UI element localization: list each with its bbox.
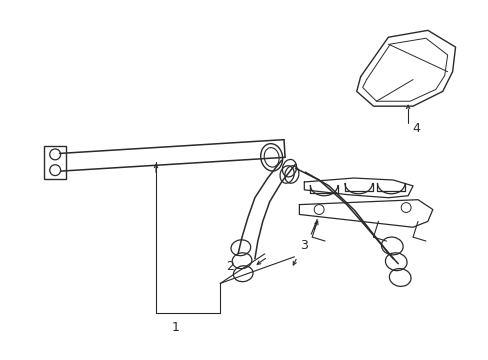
Text: 4: 4 bbox=[411, 122, 419, 135]
Text: 2: 2 bbox=[226, 260, 234, 273]
Text: 3: 3 bbox=[300, 239, 307, 252]
Text: 1: 1 bbox=[171, 321, 180, 334]
Bar bbox=[44, 145, 66, 179]
